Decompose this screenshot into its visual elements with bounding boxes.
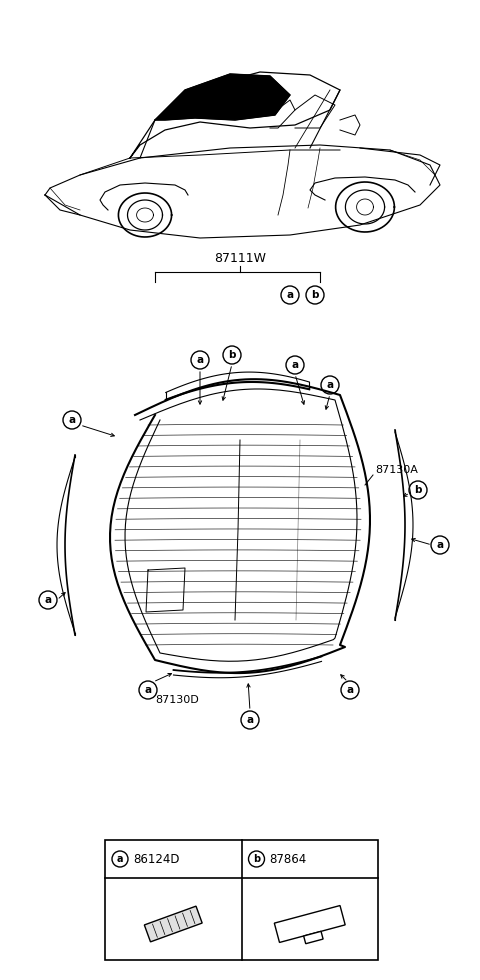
Text: a: a <box>196 355 204 365</box>
Text: b: b <box>414 485 422 495</box>
Text: 87130D: 87130D <box>155 695 199 705</box>
Bar <box>304 931 323 944</box>
Text: 87111W: 87111W <box>214 252 266 265</box>
Text: a: a <box>246 715 253 725</box>
Text: a: a <box>144 685 152 695</box>
Text: b: b <box>253 854 260 864</box>
Text: 86124D: 86124D <box>133 853 180 865</box>
Text: a: a <box>436 540 444 550</box>
Bar <box>105 840 378 960</box>
Polygon shape <box>155 74 290 120</box>
Polygon shape <box>110 379 370 673</box>
Bar <box>275 906 345 943</box>
Text: a: a <box>69 415 75 425</box>
Text: 87864: 87864 <box>269 853 307 865</box>
Text: a: a <box>347 685 354 695</box>
Text: b: b <box>311 290 319 300</box>
Text: a: a <box>291 360 299 370</box>
Text: a: a <box>117 854 123 864</box>
Text: a: a <box>45 595 51 605</box>
Text: a: a <box>326 380 334 390</box>
Text: 87130A: 87130A <box>375 465 418 475</box>
Bar <box>144 906 202 942</box>
Text: b: b <box>228 350 236 360</box>
Text: a: a <box>287 290 294 300</box>
